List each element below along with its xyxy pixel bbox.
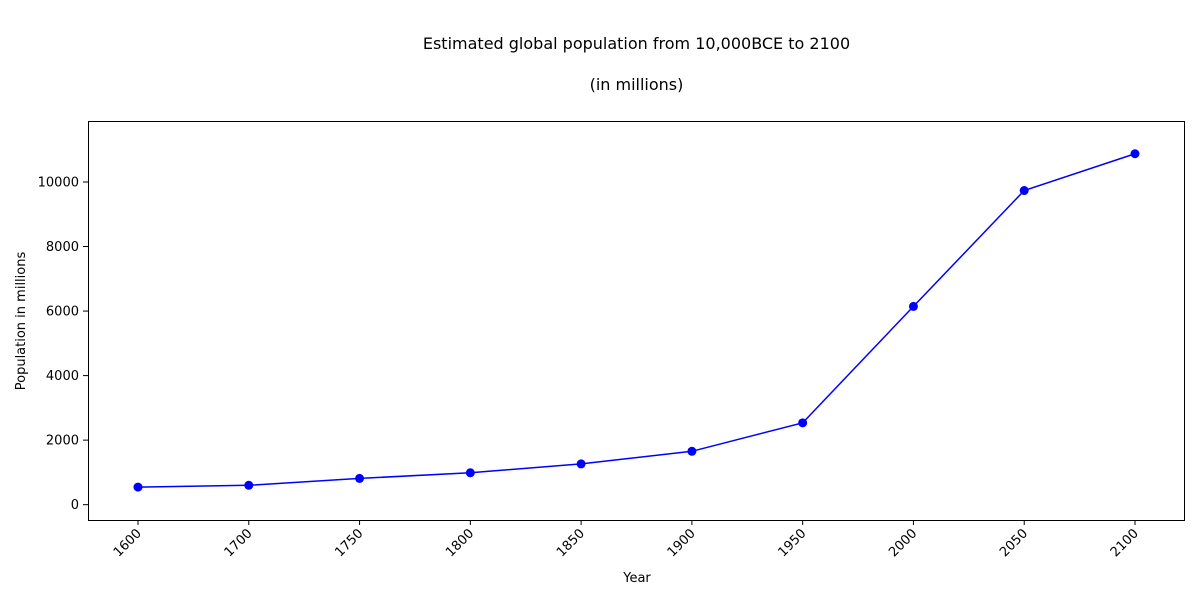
chart-subtitle: (in millions) xyxy=(589,75,684,94)
x-tick-label: 1700 xyxy=(222,526,256,560)
data-point xyxy=(1019,186,1029,196)
x-tick-label: 1950 xyxy=(775,526,809,560)
x-tick-label: 1800 xyxy=(443,526,477,560)
x-tick-label: 1900 xyxy=(665,526,699,560)
x-tick-label: 1850 xyxy=(554,526,588,560)
data-point xyxy=(576,459,586,469)
data-point xyxy=(687,446,697,456)
data-point xyxy=(355,473,365,483)
population-data-points xyxy=(133,149,1140,492)
y-tick-label: 6000 xyxy=(46,305,79,320)
data-point xyxy=(133,482,143,492)
y-tick-label: 2000 xyxy=(46,434,79,449)
y-tick-label: 0 xyxy=(71,498,79,513)
data-point xyxy=(244,480,254,490)
chart-title: Estimated global population from 10,000B… xyxy=(422,34,851,53)
x-tick-label: 1600 xyxy=(111,526,145,560)
y-axis-label: Population in millions xyxy=(14,252,29,391)
x-tick-label: 2050 xyxy=(997,526,1031,560)
y-tick-label: 10000 xyxy=(38,175,79,190)
y-tick-label: 4000 xyxy=(46,369,79,384)
plot-area-frame xyxy=(88,121,1185,521)
x-tick-label: 2100 xyxy=(1108,526,1142,560)
y-axis-ticks: 0 2000 4000 6000 8000 10000 xyxy=(38,175,88,513)
x-tick-label: 2000 xyxy=(886,526,920,560)
data-point xyxy=(1130,149,1140,159)
x-tick-label: 1750 xyxy=(332,526,366,560)
data-point xyxy=(798,418,808,428)
x-axis-ticks: 1600 1700 1750 1800 1850 1900 1950 2000 2050 2100 xyxy=(111,520,1142,560)
x-axis-label: Year xyxy=(622,571,651,586)
data-point xyxy=(465,468,475,478)
y-tick-label: 8000 xyxy=(46,240,79,255)
data-point xyxy=(908,301,918,311)
population-series-line xyxy=(137,153,1136,488)
